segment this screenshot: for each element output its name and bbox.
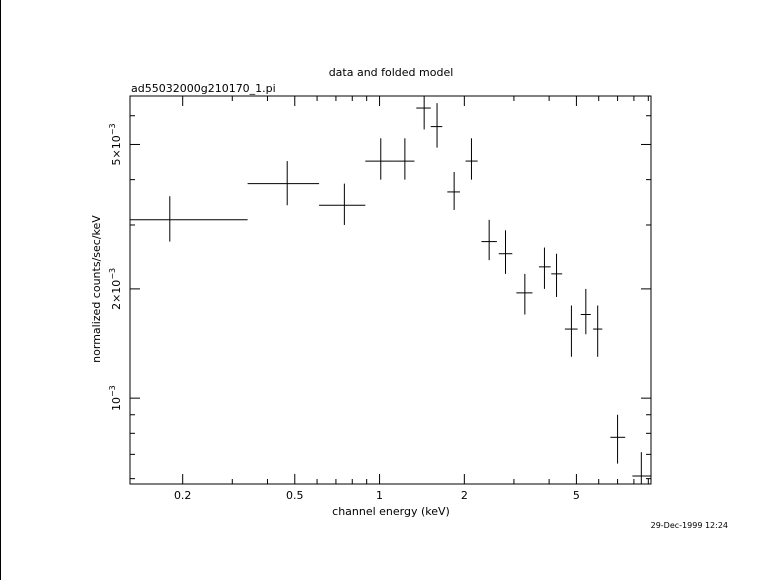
data-points (130, 96, 651, 484)
y-axis-label: normalized counts/sec/keV (90, 215, 103, 363)
data-point (430, 103, 443, 148)
y-tick-label: 2×10−3 (108, 268, 123, 310)
x-tick-label: 5 (573, 489, 580, 502)
data-point (319, 183, 366, 225)
y-tick-label: 5×10−3 (108, 123, 123, 165)
data-point (538, 247, 551, 289)
y-tick-label: 10−3 (108, 385, 123, 411)
data-point (632, 452, 651, 484)
data-point (447, 171, 460, 210)
data-point (593, 305, 603, 357)
data-point (516, 273, 533, 315)
data-point (365, 138, 394, 180)
x-tick-label: 0.5 (286, 489, 304, 502)
y-axis-ticks: 10−3 2×10−3 5×10−3 (108, 115, 651, 480)
data-point (564, 305, 578, 357)
data-point (247, 161, 320, 206)
x-axis-label: channel energy (keV) (332, 505, 450, 518)
data-point (481, 219, 497, 261)
chart-title: data and folded model (329, 66, 454, 79)
data-point (610, 414, 626, 464)
x-tick-label: 1 (376, 489, 383, 502)
left-window-edge (0, 0, 1, 580)
data-point (498, 230, 513, 274)
data-point (551, 253, 563, 297)
data-point (465, 138, 478, 180)
data-point (580, 288, 591, 335)
x-tick-label: 2 (461, 489, 468, 502)
timestamp-footer: 29-Dec-1999 12:24 (651, 521, 728, 530)
data-point (130, 196, 248, 242)
plot-frame (129, 95, 652, 485)
chart-subtitle: ad55032000g210170_1.pi (131, 82, 276, 95)
data-point (416, 96, 431, 130)
data-point (393, 138, 415, 180)
x-axis-ticks: 0.2 0.5 1 2 5 (174, 96, 649, 502)
x-tick-label: 0.2 (174, 489, 192, 502)
